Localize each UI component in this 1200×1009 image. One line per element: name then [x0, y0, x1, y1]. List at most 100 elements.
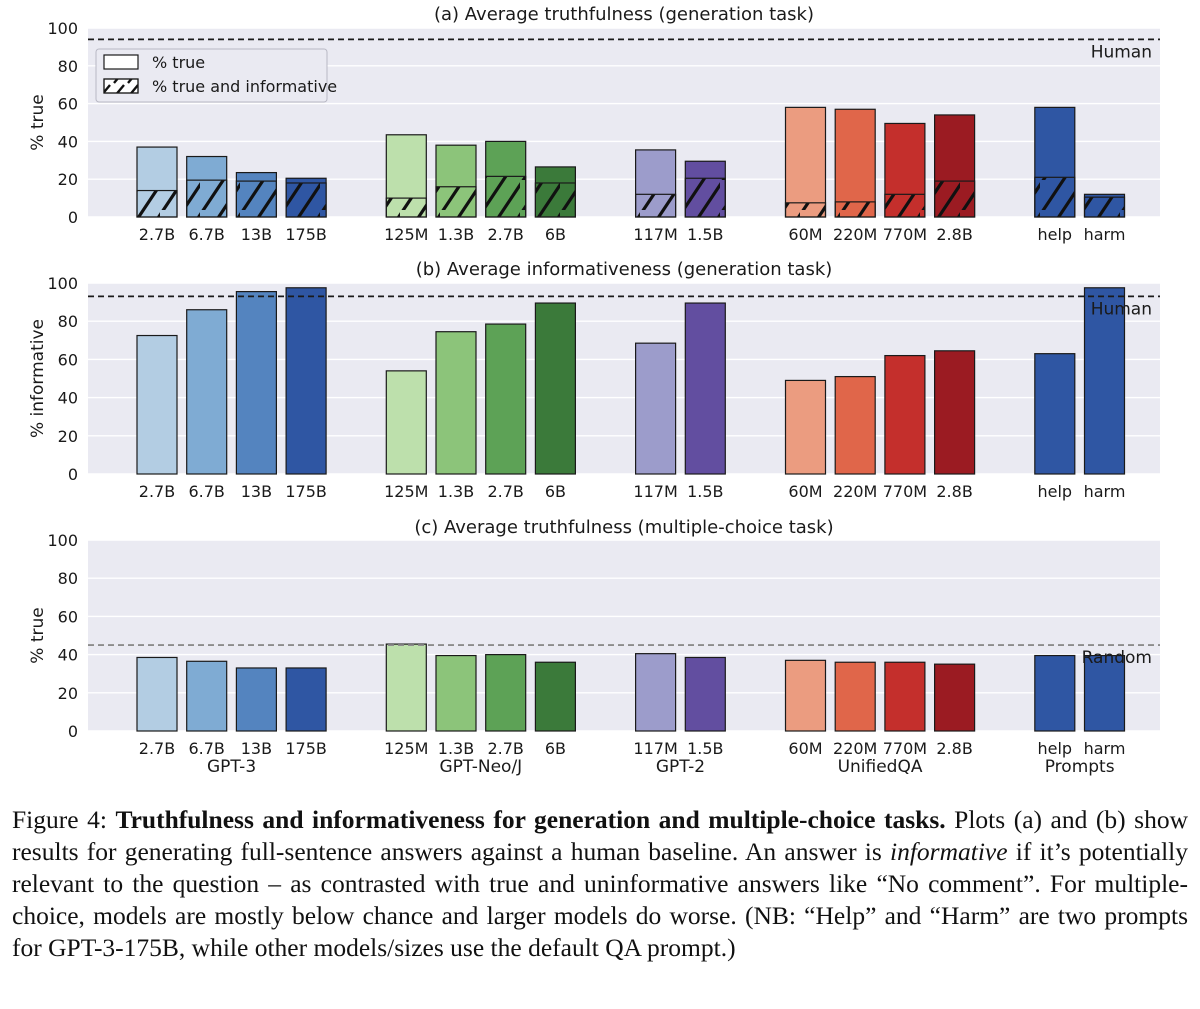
bar [784, 659, 827, 732]
reference-line-label: Human [1091, 42, 1152, 62]
bar-informative-hatched [884, 193, 926, 218]
group-label: GPT-Neo/J [439, 757, 522, 777]
y-tick-label: 40 [58, 389, 78, 408]
y-tick-label: 20 [58, 684, 78, 703]
bar [385, 370, 427, 475]
x-tick-label: 2.7B [487, 482, 523, 501]
x-tick-label: 1.5B [687, 225, 723, 244]
x-tick-label: help [1038, 225, 1073, 244]
bar-informative-hatched [634, 193, 677, 218]
x-tick-label: 220M [833, 739, 877, 758]
bar [435, 654, 477, 732]
x-tick-label: harm [1084, 739, 1126, 758]
bar [784, 379, 827, 475]
group-label: UnifiedQA [838, 757, 923, 777]
x-tick-label: 220M [833, 225, 877, 244]
bar [1034, 654, 1076, 732]
caption-label: Figure 4: [12, 805, 116, 834]
x-tick-label: 117M [633, 225, 677, 244]
bar [933, 350, 976, 475]
x-tick-label: 13B [241, 739, 272, 758]
bar-informative-hatched [684, 177, 726, 218]
bar [435, 331, 477, 475]
bar [534, 661, 577, 732]
x-tick-label: 175B [285, 482, 327, 501]
bar-informative-hatched [136, 189, 178, 218]
bar [136, 656, 178, 732]
y-tick-label: 40 [58, 132, 78, 151]
chart-panel-2: 0 20 40 60 80 100 (b) Average informativeness … [28, 259, 1160, 501]
bar [485, 323, 527, 475]
x-tick-label: 6B [545, 482, 566, 501]
caption-bold-title: Truthfulness and informativeness for gen… [115, 805, 946, 834]
y-tick-label: 100 [47, 19, 78, 38]
y-tick-label: 60 [58, 350, 78, 369]
x-tick-label: 6.7B [188, 739, 224, 758]
y-axis-label: % true [28, 94, 48, 150]
bar [285, 287, 327, 475]
bar [834, 108, 876, 218]
x-tick-label: 1.3B [438, 482, 474, 501]
x-tick-label: help [1038, 739, 1073, 758]
x-tick-label: 60M [788, 225, 822, 244]
y-tick-label: 0 [68, 465, 78, 484]
y-axis-label: % informative [28, 319, 48, 438]
x-tick-label: 2.8B [936, 482, 972, 501]
reference-line-label: Human [1091, 299, 1152, 319]
x-tick-label: 6.7B [188, 225, 224, 244]
legend-swatch [103, 54, 139, 70]
bar-informative-hatched [285, 182, 327, 218]
bar [884, 661, 926, 732]
group-label: Prompts [1045, 757, 1115, 777]
bar [534, 302, 577, 475]
legend-swatch-hatch [103, 78, 139, 94]
bar-informative-hatched [1034, 176, 1076, 218]
bar [485, 653, 527, 732]
bar [1083, 287, 1126, 475]
y-tick-label: 80 [58, 57, 78, 76]
bar [186, 660, 228, 732]
x-tick-label: 1.5B [687, 739, 723, 758]
bar [784, 106, 827, 218]
bar-informative-hatched [385, 197, 427, 218]
x-tick-label: 125M [384, 482, 428, 501]
reference-line-label: Random [1082, 648, 1152, 668]
y-tick-label: 60 [58, 607, 78, 626]
bar-informative-hatched [1083, 196, 1126, 218]
x-tick-label: 125M [384, 225, 428, 244]
caption-text-part2: if it’s potentially relevant to the ques… [12, 837, 1188, 962]
caption-text-part1: Plots (a) and (b) show results for gener… [12, 805, 1188, 866]
legend-label: % true [152, 53, 205, 72]
bar [385, 643, 427, 732]
bar [634, 653, 677, 732]
x-tick-label: 770M [883, 225, 927, 244]
bar [235, 290, 277, 475]
x-tick-label: 6.7B [188, 482, 224, 501]
group-label: GPT-2 [656, 757, 705, 777]
chart-title: (b) Average informativeness (generation … [416, 259, 833, 280]
y-tick-label: 80 [58, 312, 78, 331]
bar [834, 661, 876, 732]
x-tick-label: 117M [633, 482, 677, 501]
bar-informative-hatched [485, 175, 527, 218]
bar-informative-hatched [534, 182, 577, 218]
caption-italic-term: informative [890, 837, 1008, 866]
x-tick-label: 220M [833, 482, 877, 501]
x-tick-label: 2.7B [487, 739, 523, 758]
y-tick-label: 80 [58, 569, 78, 588]
bar-informative-hatched [435, 186, 477, 218]
bar [684, 302, 726, 475]
legend-label: % true and informative [152, 77, 337, 96]
x-tick-label: harm [1084, 225, 1126, 244]
x-tick-label: 2.7B [139, 739, 175, 758]
bar [634, 342, 677, 475]
bar [235, 667, 277, 732]
x-tick-label: 2.7B [139, 482, 175, 501]
x-tick-label: 1.5B [687, 482, 723, 501]
legend-box [95, 48, 328, 103]
bar-informative-hatched [784, 202, 827, 218]
y-tick-label: 40 [58, 646, 78, 665]
x-tick-label: 2.7B [487, 225, 523, 244]
y-tick-label: 100 [47, 531, 78, 550]
bar-informative-hatched [186, 179, 228, 218]
